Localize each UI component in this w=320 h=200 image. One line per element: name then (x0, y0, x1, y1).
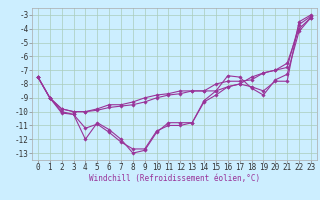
X-axis label: Windchill (Refroidissement éolien,°C): Windchill (Refroidissement éolien,°C) (89, 174, 260, 183)
